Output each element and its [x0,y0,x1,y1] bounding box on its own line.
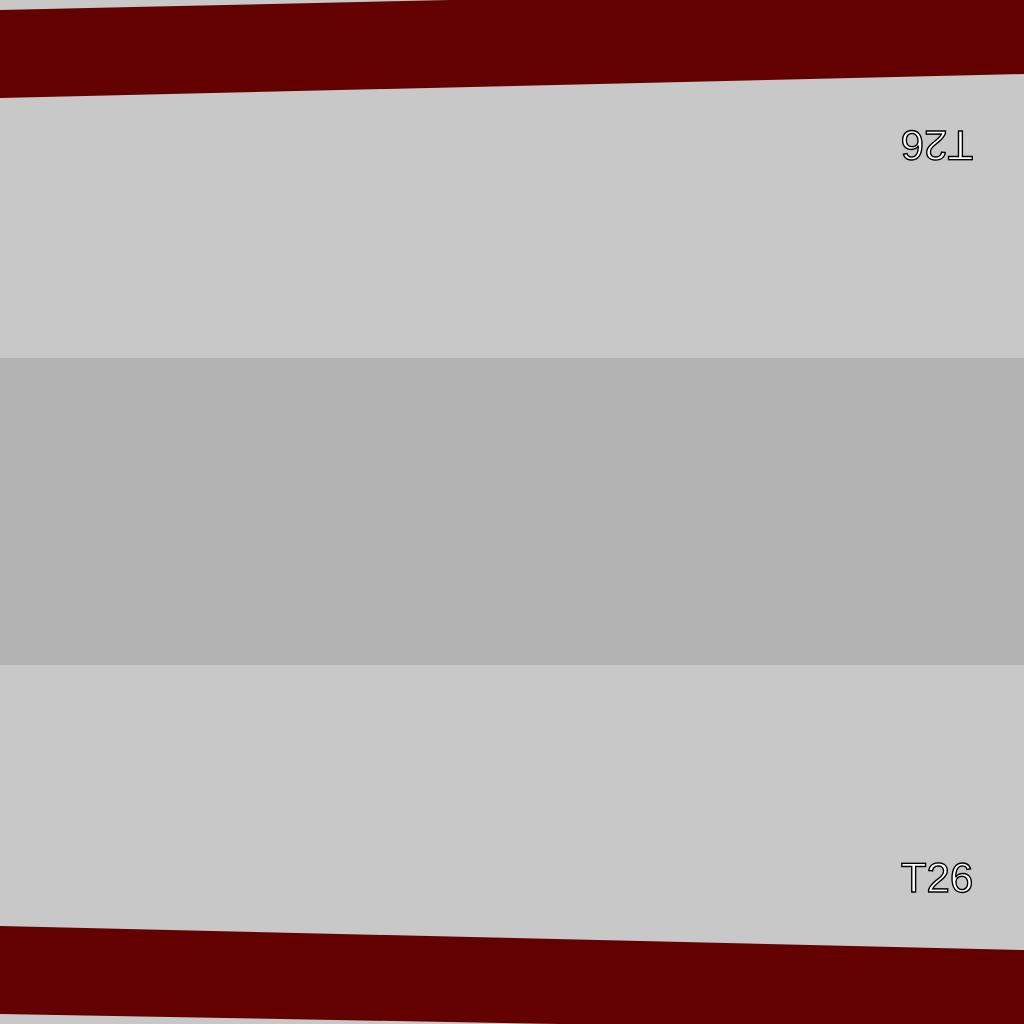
bottom-road-label: T26 [901,854,973,901]
bottom-boundary-band [0,926,1024,1024]
top-boundary-band [0,0,1024,98]
central-road[interactable] [0,358,1024,665]
top-road-label: T26 [901,122,973,169]
